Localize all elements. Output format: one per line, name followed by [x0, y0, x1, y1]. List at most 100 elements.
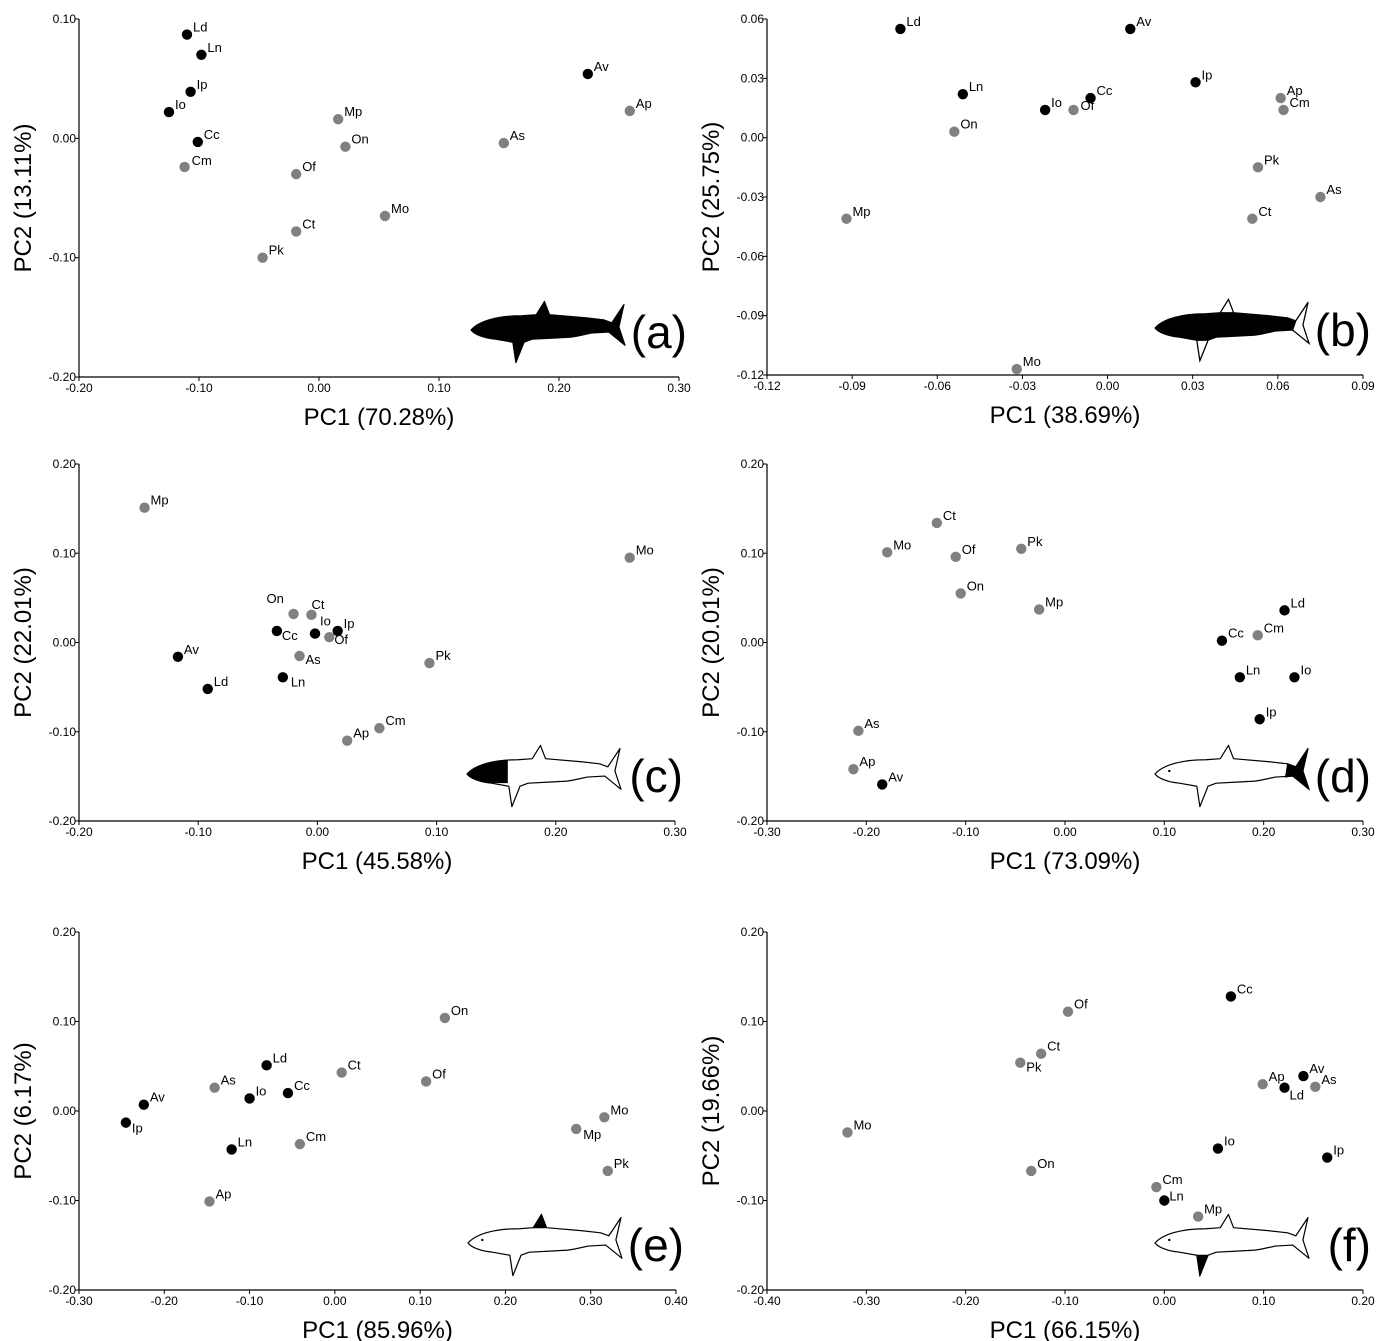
panel-label: (b) — [1315, 304, 1371, 356]
point-label: Mo — [893, 537, 911, 552]
x-tick-label: 0.30 — [1351, 825, 1375, 839]
point-label: Ln — [969, 79, 983, 94]
point-label: Of — [1081, 98, 1095, 113]
x-tick-label: -0.10 — [185, 825, 213, 839]
point-label: Ip — [1266, 704, 1277, 719]
y-tick-label: -0.03 — [737, 190, 765, 204]
point-label: As — [221, 1073, 237, 1088]
point-label: Ap — [215, 1186, 231, 1201]
y-tick-label: 0.06 — [741, 12, 765, 26]
data-point-of — [1068, 104, 1079, 116]
point-label: Cm — [1162, 1172, 1182, 1187]
y-tick-label: -0.06 — [737, 249, 765, 263]
x-tick-label: -0.20 — [853, 825, 881, 839]
x-tick-label: 0.20 — [1252, 825, 1276, 839]
y-tick-label: 0.03 — [741, 71, 765, 85]
y-tick-label: 0.10 — [53, 546, 77, 560]
data-point-mo — [379, 210, 391, 222]
y-tick-label: -0.09 — [737, 309, 765, 323]
data-point-cc — [1216, 635, 1228, 646]
point-label: Mp — [344, 104, 362, 119]
data-point-ld — [261, 1060, 272, 1071]
point-label: Av — [594, 59, 609, 74]
data-point-ap — [1257, 1078, 1268, 1090]
point-label: Ip — [197, 77, 208, 92]
data-point-of — [950, 551, 961, 563]
point-label: Cc — [1097, 83, 1113, 98]
data-point-as — [209, 1082, 220, 1093]
data-point-av — [582, 68, 593, 80]
x-tick-label: -0.12 — [753, 379, 781, 393]
shark-silhouette-icon — [1154, 744, 1311, 808]
data-point-ln — [1159, 1195, 1170, 1206]
x-tick-label: -0.20 — [151, 1294, 179, 1308]
point-label: Av — [184, 642, 199, 657]
shark-silhouette-icon — [470, 300, 626, 364]
data-point-as — [498, 137, 509, 149]
point-label: Ct — [1047, 1039, 1060, 1054]
data-point-pk — [602, 1165, 613, 1177]
data-point-ct — [1035, 1048, 1047, 1059]
y-axis-label: PC2 (19.66%) — [698, 1036, 725, 1187]
point-label: Ln — [1246, 662, 1260, 677]
point-label: Io — [175, 97, 186, 112]
y-tick-label: 0.20 — [741, 457, 765, 471]
point-label: Ld — [273, 1050, 287, 1065]
point-label: Av — [1136, 14, 1151, 29]
point-label: Mp — [583, 1127, 601, 1142]
point-label: As — [864, 716, 880, 731]
data-point-mp — [1033, 604, 1045, 615]
point-label: Av — [1309, 1061, 1324, 1076]
point-label: Ap — [353, 726, 369, 741]
point-label: Cm — [1290, 95, 1310, 110]
data-point-pk — [1015, 1057, 1026, 1068]
x-tick-label: -0.03 — [1009, 379, 1037, 393]
point-label: Ld — [906, 14, 920, 29]
data-point-on — [439, 1012, 451, 1024]
point-label: Mp — [852, 204, 870, 219]
pca-panel-f: -0.40 -0.30 -0.20 -0.10 0.00 0.10 0.20 -0.20 -0.… — [698, 925, 1375, 1341]
data-point-ln — [1234, 672, 1246, 683]
data-point-mo — [624, 552, 635, 563]
data-point-ld — [1279, 605, 1290, 616]
x-tick-label: 0.03 — [1181, 379, 1205, 393]
point-label: On — [267, 591, 284, 606]
point-label: Ct — [302, 216, 315, 231]
data-point-cc — [192, 136, 203, 148]
data-point-ln — [277, 672, 289, 683]
data-point-cc — [1225, 991, 1237, 1002]
data-point-ld — [1279, 1082, 1290, 1093]
data-point-mp — [571, 1123, 582, 1135]
point-label: Mo — [391, 201, 409, 216]
data-point-cm — [1252, 630, 1263, 641]
data-point-mp — [841, 213, 852, 224]
x-tick-label: 0.09 — [1351, 379, 1375, 393]
point-label: Mo — [1023, 354, 1041, 369]
data-point-mp — [139, 502, 150, 513]
point-label: Ip — [132, 1121, 143, 1136]
x-axis-label: PC1 (70.28%) — [304, 404, 455, 431]
shark-silhouette-icon — [466, 744, 622, 808]
data-point-ip — [1322, 1152, 1333, 1163]
y-tick-label: 0.00 — [741, 636, 765, 650]
point-label: Cc — [204, 127, 220, 142]
point-label: Pk — [1026, 1060, 1042, 1075]
data-point-av — [1298, 1070, 1309, 1082]
x-tick-label: -0.06 — [924, 379, 952, 393]
y-tick-label: -0.20 — [737, 1283, 765, 1297]
x-tick-label: -0.10 — [236, 1294, 264, 1308]
x-tick-label: 0.10 — [408, 1294, 432, 1308]
point-label: On — [960, 117, 977, 132]
data-point-ct — [291, 226, 302, 237]
data-point-ln — [226, 1144, 237, 1155]
data-point-as — [853, 725, 864, 737]
data-point-of — [420, 1076, 432, 1087]
x-tick-label: 0.00 — [323, 1294, 347, 1308]
data-point-as — [1315, 191, 1326, 203]
x-tick-label: 0.00 — [306, 825, 330, 839]
point-label: Ap — [1269, 1069, 1285, 1084]
y-tick-label: 0.20 — [53, 925, 77, 939]
point-label: Ld — [193, 20, 207, 35]
y-tick-label: 0.00 — [741, 131, 765, 145]
y-axis-label: PC2 (20.01%) — [698, 567, 725, 718]
